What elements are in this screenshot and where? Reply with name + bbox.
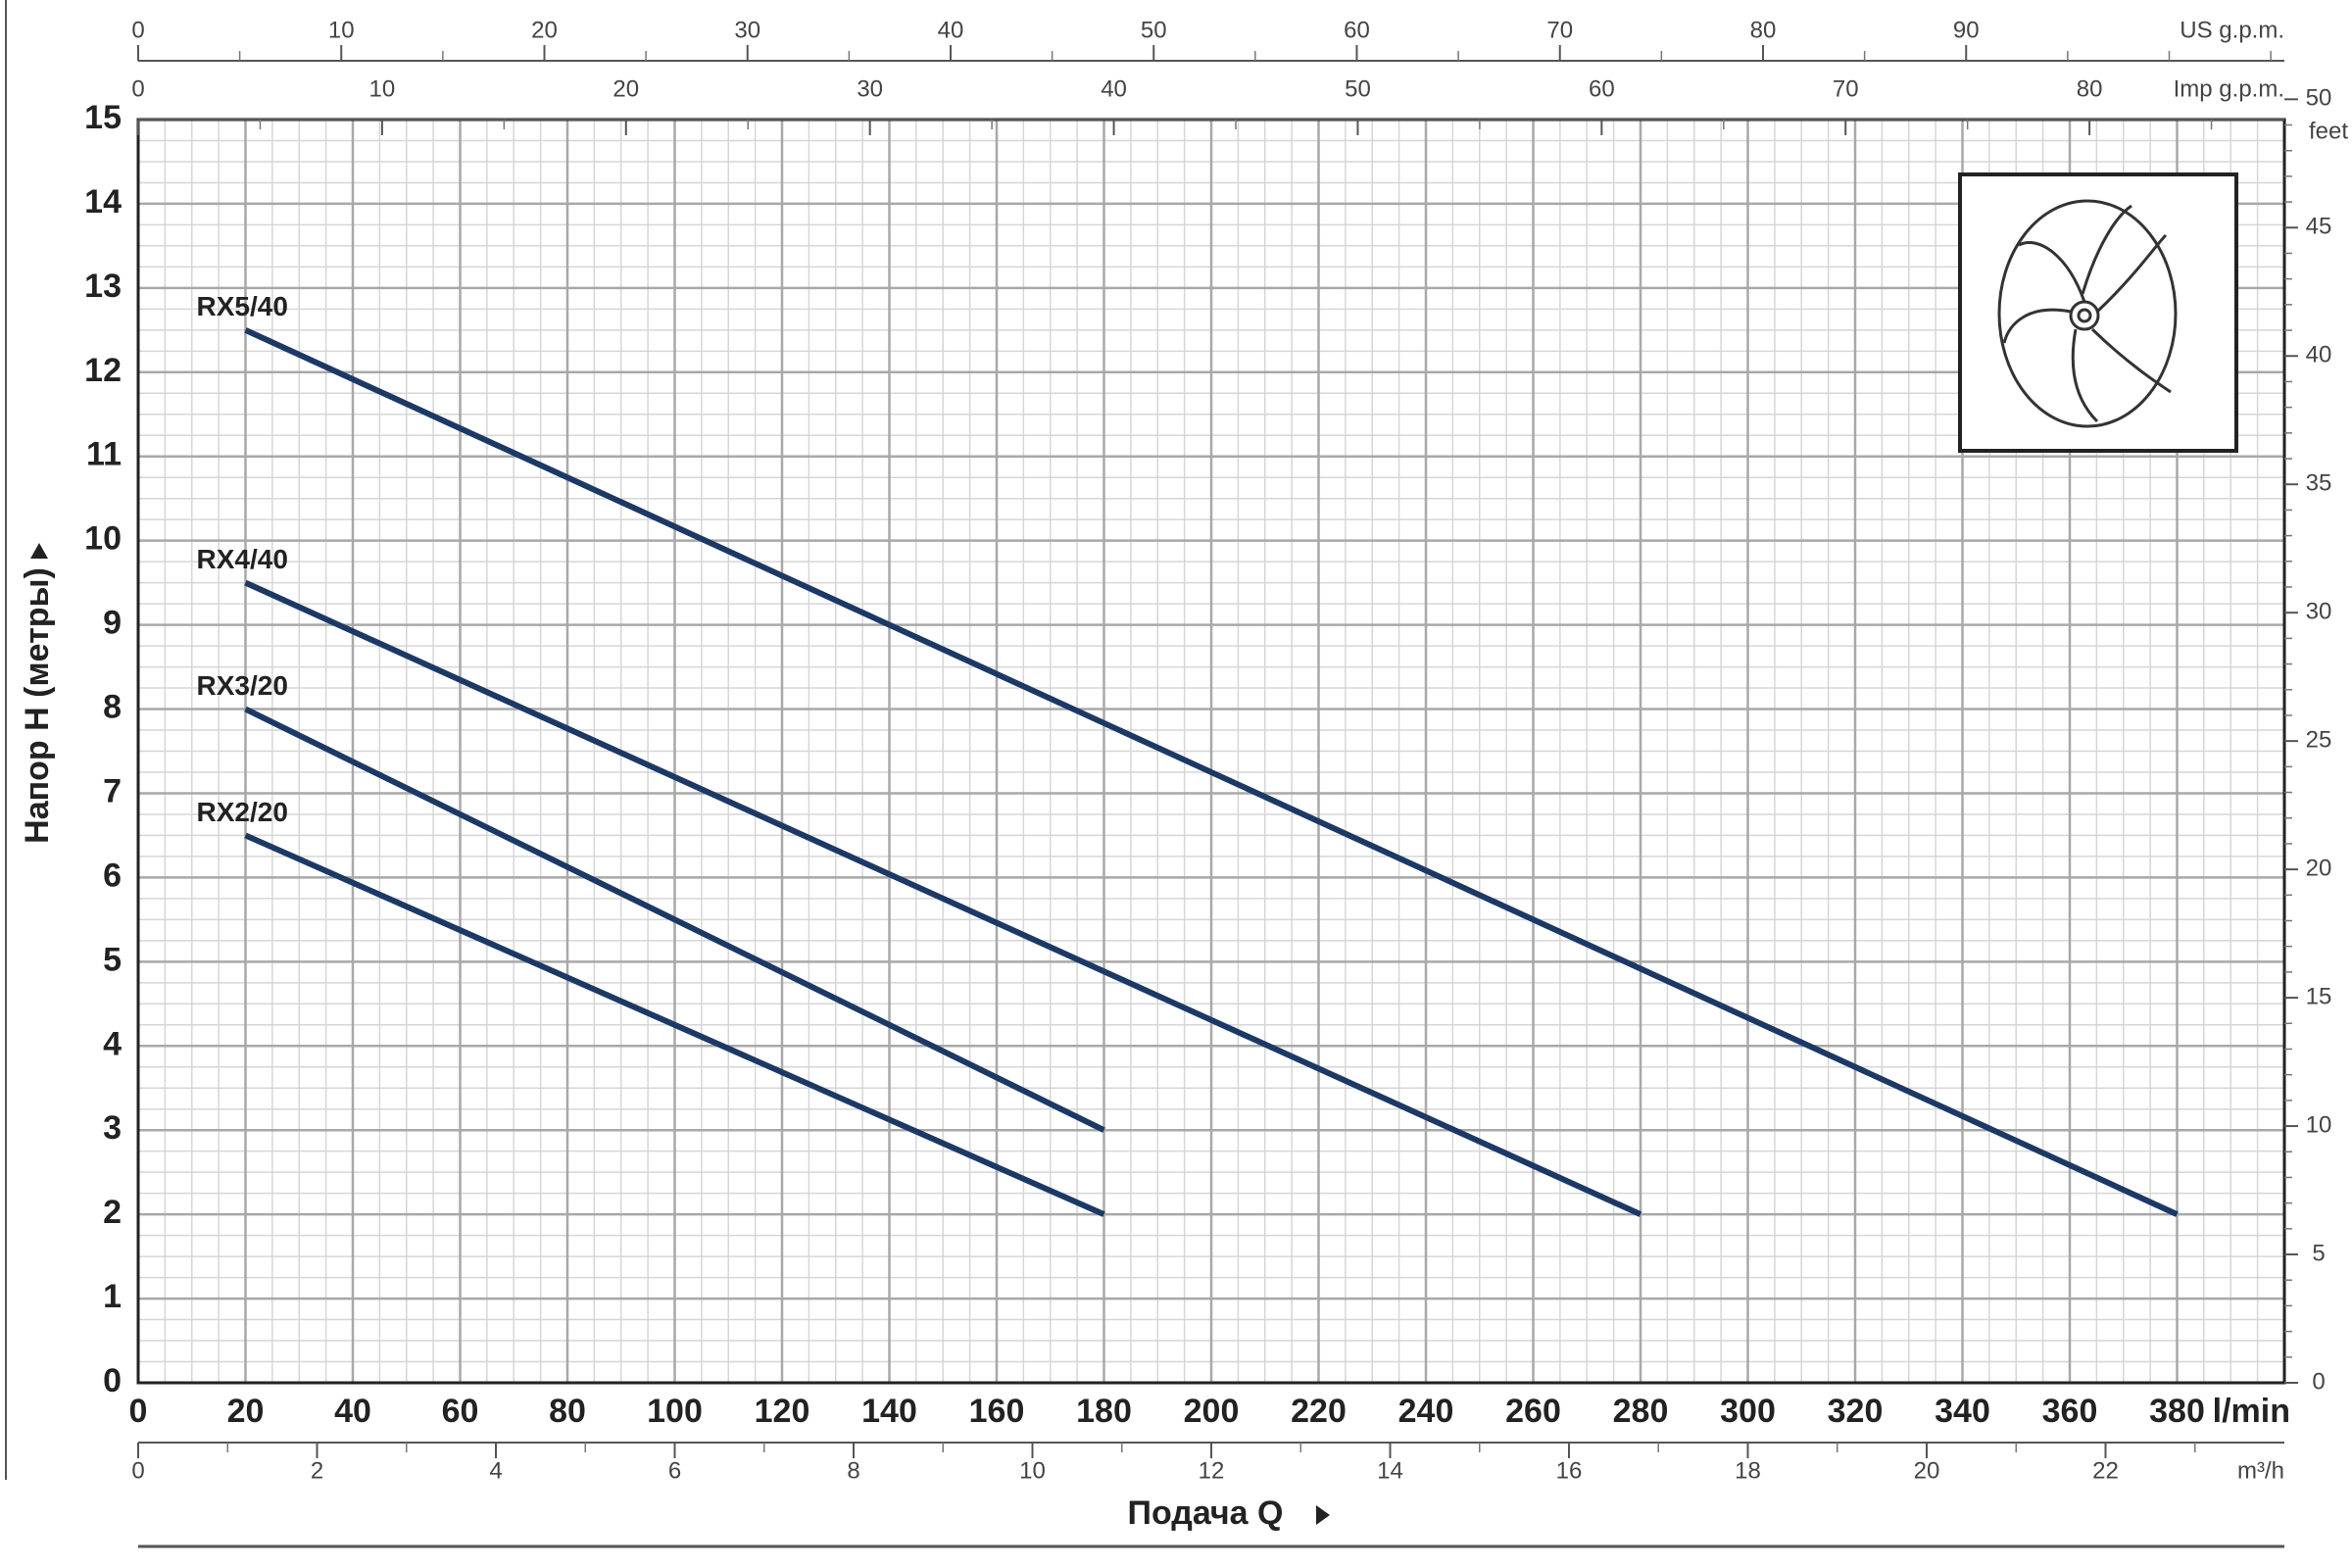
secondary-tick-label: 70 — [1833, 75, 1859, 102]
secondary-tick-label: 12 — [1199, 1457, 1225, 1484]
secondary-tick-label: 10 — [2306, 1111, 2332, 1138]
x-tick-label: 200 — [1184, 1393, 1240, 1430]
x-tick-label: 100 — [647, 1393, 703, 1430]
secondary-tick-label: 50 — [1345, 75, 1371, 102]
secondary-tick-label: 10 — [328, 17, 355, 43]
secondary-tick-label: 80 — [1750, 17, 1777, 43]
secondary-tick-label: 35 — [2306, 470, 2332, 497]
impeller-icon — [1958, 172, 2238, 453]
secondary-tick-label: 40 — [1101, 75, 1127, 102]
secondary-tick-label: 20 — [612, 75, 639, 102]
series-label: RX5/40 — [197, 291, 288, 321]
secondary-tick-label: 30 — [2306, 599, 2332, 625]
x-tick-label: 20 — [227, 1393, 265, 1430]
secondary-axis-label: feet — [2309, 118, 2348, 144]
x-tick-label: 280 — [1613, 1393, 1669, 1430]
y-tick-label: 14 — [84, 183, 122, 220]
x-arrow — [1316, 1505, 1330, 1525]
y-tick-label: 3 — [103, 1109, 122, 1147]
x-tick-label: 380 — [2149, 1393, 2205, 1430]
y-tick-label: 12 — [84, 352, 122, 389]
series-label: RX3/20 — [197, 670, 288, 701]
secondary-tick-label: 70 — [1546, 17, 1573, 43]
x-tick-label: 120 — [755, 1393, 810, 1430]
x-tick-label: 60 — [442, 1393, 479, 1430]
curve — [244, 706, 1105, 1133]
secondary-tick-label: 60 — [1344, 17, 1370, 43]
x-tick-label: 220 — [1291, 1393, 1347, 1430]
secondary-tick-label: 45 — [2306, 214, 2332, 240]
y-tick-label: 6 — [103, 857, 122, 894]
secondary-tick-label: 8 — [847, 1457, 859, 1484]
x-tick-label: 320 — [1828, 1393, 1884, 1430]
secondary-tick-label: 30 — [857, 75, 883, 102]
x-tick-label: 80 — [549, 1393, 586, 1430]
series-label: RX4/40 — [197, 544, 288, 574]
secondary-tick-label: 22 — [2092, 1457, 2119, 1484]
secondary-tick-label: 0 — [131, 1457, 144, 1484]
x-unit-label: l/min — [2213, 1393, 2290, 1430]
curves — [244, 327, 2179, 1217]
secondary-tick-label: 6 — [668, 1457, 681, 1484]
secondary-tick-label: 4 — [489, 1457, 502, 1484]
secondary-tick-label: 50 — [2306, 85, 2332, 112]
secondary-tick-label: 50 — [1141, 17, 1167, 43]
secondary-tick-label: 14 — [1377, 1457, 1403, 1484]
secondary-tick-label: 0 — [2312, 1368, 2325, 1395]
y-tick-label: 9 — [103, 605, 122, 642]
y-arrow — [30, 543, 48, 559]
y-tick-label: 13 — [84, 268, 122, 305]
y-tick-label: 4 — [103, 1025, 122, 1062]
y-tick-label: 11 — [86, 436, 122, 473]
secondary-tick-label: 20 — [531, 17, 558, 43]
y-axis-label: Напор H (метры) — [19, 567, 56, 844]
secondary-tick-label: 80 — [2077, 75, 2103, 102]
x-tick-label: 40 — [334, 1393, 371, 1430]
secondary-tick-label: 40 — [938, 17, 964, 43]
secondary-tick-label: 40 — [2306, 342, 2332, 368]
secondary-tick-label: 10 — [1019, 1457, 1046, 1484]
secondary-tick-label: 5 — [2312, 1240, 2325, 1266]
secondary-tick-label: 30 — [734, 17, 760, 43]
secondary-tick-label: 2 — [311, 1457, 323, 1484]
y-tick-label: 5 — [103, 941, 122, 978]
curve — [244, 832, 1105, 1217]
x-tick-label: 180 — [1076, 1393, 1132, 1430]
secondary-axis-label: Imp g.p.m. — [2174, 75, 2284, 102]
y-tick-label: 7 — [103, 772, 122, 809]
y-tick-label: 15 — [84, 99, 122, 136]
series-label: RX2/20 — [197, 797, 288, 827]
x-axis-label: Подача Q — [1128, 1494, 1284, 1532]
secondary-tick-label: 0 — [131, 17, 144, 43]
y-tick-label: 1 — [103, 1278, 122, 1315]
secondary-tick-label: 15 — [2306, 983, 2332, 1009]
secondary-tick-label: 18 — [1735, 1457, 1761, 1484]
x-tick-label: 300 — [1720, 1393, 1776, 1430]
y-tick-label: 2 — [103, 1194, 122, 1231]
secondary-tick-label: 20 — [1914, 1457, 1940, 1484]
y-tick-label: 0 — [103, 1362, 122, 1399]
x-tick-label: 340 — [1935, 1393, 1990, 1430]
x-tick-label: 140 — [861, 1393, 917, 1430]
secondary-axis-label: m³/h — [2237, 1457, 2284, 1484]
x-tick-label: 360 — [2042, 1393, 2098, 1430]
x-tick-label: 260 — [1505, 1393, 1561, 1430]
secondary-tick-label: 16 — [1556, 1457, 1583, 1484]
secondary-tick-label: 20 — [2306, 855, 2332, 881]
secondary-tick-label: 10 — [369, 75, 396, 102]
x-tick-label: 0 — [129, 1393, 148, 1430]
curve — [244, 579, 1642, 1217]
y-tick-label: 8 — [103, 689, 122, 726]
x-tick-label: 160 — [969, 1393, 1025, 1430]
secondary-tick-label: 90 — [1953, 17, 1980, 43]
secondary-tick-label: 25 — [2306, 726, 2332, 753]
y-tick-label: 10 — [84, 520, 122, 558]
secondary-axis-label: US g.p.m. — [2180, 17, 2284, 43]
x-tick-label: 240 — [1398, 1393, 1454, 1430]
secondary-tick-label: 60 — [1589, 75, 1615, 102]
curve — [244, 327, 2179, 1217]
secondary-tick-label: 0 — [131, 75, 144, 102]
